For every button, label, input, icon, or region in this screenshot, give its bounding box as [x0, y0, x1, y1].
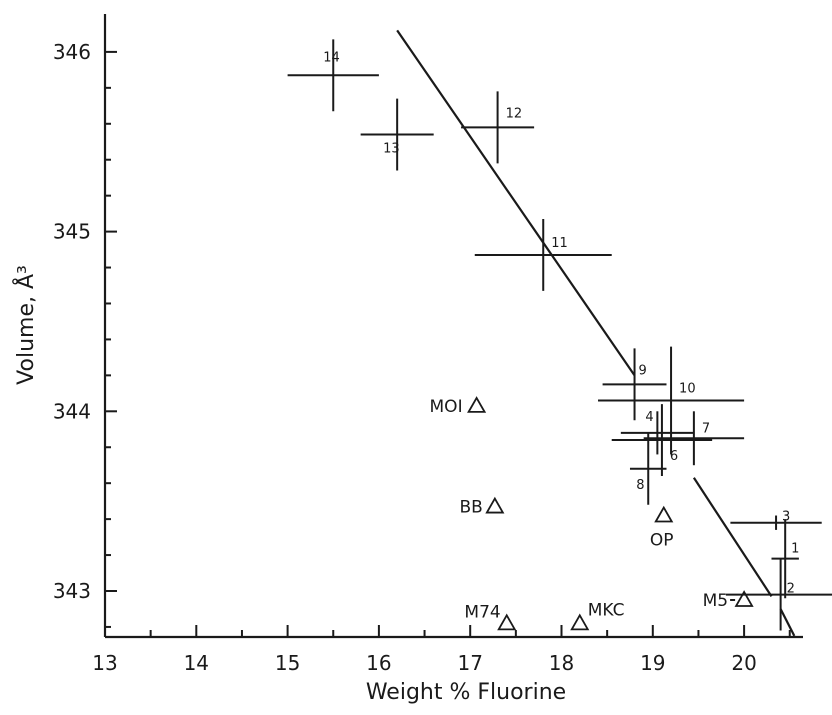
error-cross: 13: [360, 98, 434, 171]
point-label: 14: [323, 50, 340, 65]
triangle-icon: [734, 590, 754, 607]
triangle-icon: [570, 613, 590, 631]
point-label: 10: [679, 382, 696, 397]
y-tick-label: 346: [53, 40, 91, 64]
triangle-label: MKC: [588, 600, 625, 620]
x-tick-label: 17: [457, 651, 482, 675]
triangle-marker: OP: [650, 505, 674, 551]
axes: [103, 14, 803, 639]
error-cross: 7: [643, 411, 745, 466]
y-tick-label: 345: [53, 220, 91, 244]
x-tick-label: 20: [731, 651, 756, 675]
triangle-label: M74: [464, 602, 500, 622]
error-cross: 9: [602, 348, 667, 421]
x-tick-label: 16: [366, 651, 391, 675]
x-tick-label: 19: [640, 651, 665, 675]
triangle-points: MOI BB OP M5 M74 MKC: [430, 396, 754, 631]
triangle-icon: [497, 613, 517, 631]
triangle-label: BB: [460, 498, 483, 518]
point-label: 2: [787, 582, 795, 597]
triangle-label: MOI: [430, 397, 463, 417]
error-cross: 6: [611, 404, 713, 476]
error-cross: 8: [629, 432, 667, 505]
x-tick-label: 15: [275, 651, 300, 675]
point-label: 11: [551, 236, 568, 251]
x-tick-label: 18: [549, 651, 574, 675]
point-label: 8: [636, 478, 644, 493]
fit-line: [692, 477, 773, 597]
point-label: 6: [670, 449, 678, 464]
triangle-marker: MKC: [570, 600, 625, 631]
y-tick-label: 343: [53, 579, 91, 603]
point-label: 9: [639, 363, 647, 378]
error-cross: 2: [725, 558, 832, 631]
error-cross: 1: [771, 519, 799, 599]
fit-lines: [396, 29, 796, 637]
triangle-label: OP: [650, 531, 674, 551]
point-label: 1: [791, 542, 799, 557]
x-tick-label: 14: [184, 651, 209, 675]
triangle-marker: MOI: [430, 396, 487, 417]
point-label: 12: [506, 106, 523, 121]
triangle-marker: M5: [703, 590, 754, 611]
error-cross: 11: [474, 219, 612, 291]
point-label: 3: [782, 510, 790, 525]
point-label: 7: [702, 421, 710, 436]
triangle-icon: [485, 496, 505, 514]
triangle-icon: [467, 396, 487, 413]
x-axis-label: Weight % Fluorine: [366, 680, 566, 705]
error-cross: 14: [287, 39, 379, 112]
triangle-label: M5: [703, 591, 728, 611]
x-tick-label: 13: [92, 651, 117, 675]
triangle-marker: M74: [464, 602, 517, 631]
error-cross: 12: [461, 91, 535, 164]
error-cross: 10: [598, 346, 745, 455]
y-axis-label: Volume, Å³: [12, 265, 39, 385]
point-label: 4: [645, 410, 653, 425]
triangle-marker: BB: [460, 496, 505, 518]
point-label: 13: [383, 142, 400, 157]
y-tick-label: 344: [53, 399, 91, 423]
fit-line: [396, 29, 636, 376]
error-cross: 4: [620, 410, 694, 455]
error-cross: 3: [730, 510, 822, 530]
fit-line: [779, 608, 796, 637]
triangle-icon: [654, 505, 674, 523]
